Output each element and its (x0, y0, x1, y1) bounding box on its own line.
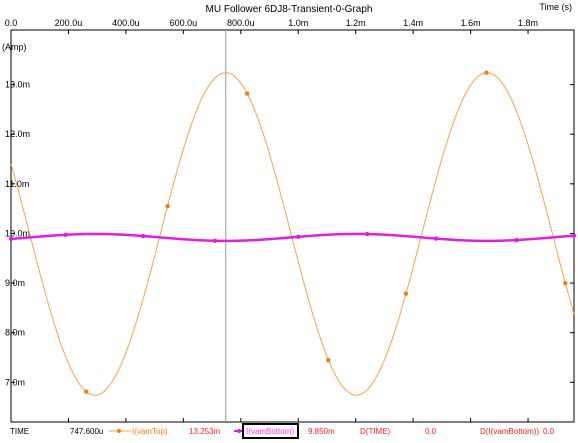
status-dbottom-label: D(I(vamBottom)) (480, 427, 539, 436)
x-tick-label: 1.8m (518, 18, 538, 28)
data-point-vambottom (433, 236, 439, 241)
x-tick-label: 1.4m (403, 18, 423, 28)
series-line-vamtop (10, 72, 575, 396)
data-point-vambottom (8, 236, 14, 242)
y-tick-label: 9.0m (5, 278, 25, 288)
series-line-vambottom (10, 232, 575, 243)
data-point-vambottom (296, 234, 301, 240)
y-tick-label: 10.0m (5, 228, 30, 238)
data-point-vambottom (140, 233, 146, 239)
series-group (8, 70, 577, 396)
status-time-value: 747.600u (70, 427, 103, 436)
data-point-vambottom (63, 232, 68, 237)
data-point-vambottom (364, 231, 370, 237)
x-tick-label: 400.0u (112, 18, 140, 28)
tick-marks (10, 30, 574, 422)
status-dbottom-value: 0.0 (543, 427, 555, 436)
plot-frame (10, 29, 575, 423)
data-point-vamtop (326, 357, 331, 363)
x-tick-label: 0.0 (5, 18, 18, 28)
x-tick-label: 1.0m (288, 18, 308, 28)
data-point-vamtop (403, 291, 409, 296)
status-dtime-value: 0.0 (425, 427, 437, 436)
status-dtime-label: D(TIME) (360, 427, 391, 436)
y-axis-label: (Amp) (2, 42, 27, 52)
y-tick-label: 8.0m (5, 328, 25, 338)
y-tick-label: 13.0m (5, 80, 30, 90)
x-tick-label: 200.0u (55, 18, 83, 28)
y-tick-label: 12.0m (5, 129, 30, 139)
data-point-vambottom (212, 238, 218, 243)
status-vambottom-value: 9.850m (308, 427, 335, 436)
legend-marker-vamtop (117, 429, 121, 433)
x-axis-label: Time (s) (539, 2, 572, 12)
data-point-vamtop (244, 91, 250, 96)
y-tick-label: 7.0m (5, 377, 25, 387)
data-point-vamtop (563, 281, 568, 286)
status-time-label: TIME (10, 427, 29, 436)
y-tick-label: 11.0m (5, 179, 29, 189)
data-point-vambottom (514, 237, 519, 243)
x-tick-label: 1.2m (346, 18, 366, 28)
status-vamtop-value: 13.253m (189, 427, 220, 436)
y-tick-labels: 7.0m 8.0m 9.0m 10.0m 11.0m 12.0m 13.0m (5, 80, 30, 388)
status-bar: TIME 747.600u I(vamTop) 13.253m I(vamBot… (10, 423, 555, 439)
x-tick-label: 600.0u (170, 18, 198, 28)
legend-marker-vambottom (237, 429, 241, 433)
legend-label-vambottom: I(vamBottom) (246, 427, 294, 436)
data-point-vamtop (84, 389, 89, 394)
data-point-vambottom (571, 233, 577, 238)
legend-selection-box[interactable] (242, 423, 299, 439)
x-tick-label: 800.0u (227, 18, 255, 28)
chart-title: MU Follower 6DJ8-Transient-0-Graph (206, 4, 373, 15)
data-point-vamtop (165, 204, 170, 209)
x-tick-label: 1.6m (461, 18, 481, 28)
x-tick-labels: 0.0 200.0u 400.0u 600.0u 800.0u 1.0m 1.2m 1.4m 1… (5, 18, 538, 28)
data-point-vamtop (484, 70, 489, 75)
legend-label-vamtop: I(vamTop) (132, 427, 168, 436)
